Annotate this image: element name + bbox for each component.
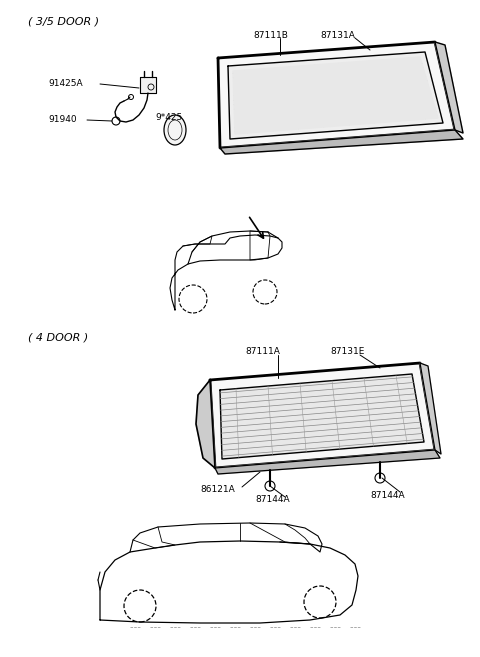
Polygon shape <box>210 363 435 468</box>
Text: 87131A: 87131A <box>320 30 355 39</box>
Text: 87111A: 87111A <box>245 348 280 357</box>
Polygon shape <box>218 42 455 148</box>
Ellipse shape <box>164 115 186 145</box>
Polygon shape <box>228 52 443 139</box>
Text: 91425A: 91425A <box>48 79 83 89</box>
Polygon shape <box>220 130 463 154</box>
Polygon shape <box>140 77 156 93</box>
Polygon shape <box>215 450 440 474</box>
Polygon shape <box>220 374 424 459</box>
Circle shape <box>375 473 385 483</box>
Text: 87131E: 87131E <box>330 348 364 357</box>
Text: 9*425: 9*425 <box>155 114 182 122</box>
Circle shape <box>265 481 275 491</box>
Text: 86121A: 86121A <box>200 486 235 495</box>
Circle shape <box>129 95 133 99</box>
Polygon shape <box>196 380 215 468</box>
Polygon shape <box>435 42 463 133</box>
Text: ( 3/5 DOOR ): ( 3/5 DOOR ) <box>28 17 99 27</box>
Text: 87144A: 87144A <box>370 491 405 499</box>
Text: 91940: 91940 <box>48 116 77 124</box>
Text: 87144A: 87144A <box>255 495 289 505</box>
Polygon shape <box>420 363 441 454</box>
Circle shape <box>112 117 120 125</box>
Polygon shape <box>233 57 438 134</box>
Text: ( 4 DOOR ): ( 4 DOOR ) <box>28 333 88 343</box>
Text: 87111B: 87111B <box>253 30 288 39</box>
